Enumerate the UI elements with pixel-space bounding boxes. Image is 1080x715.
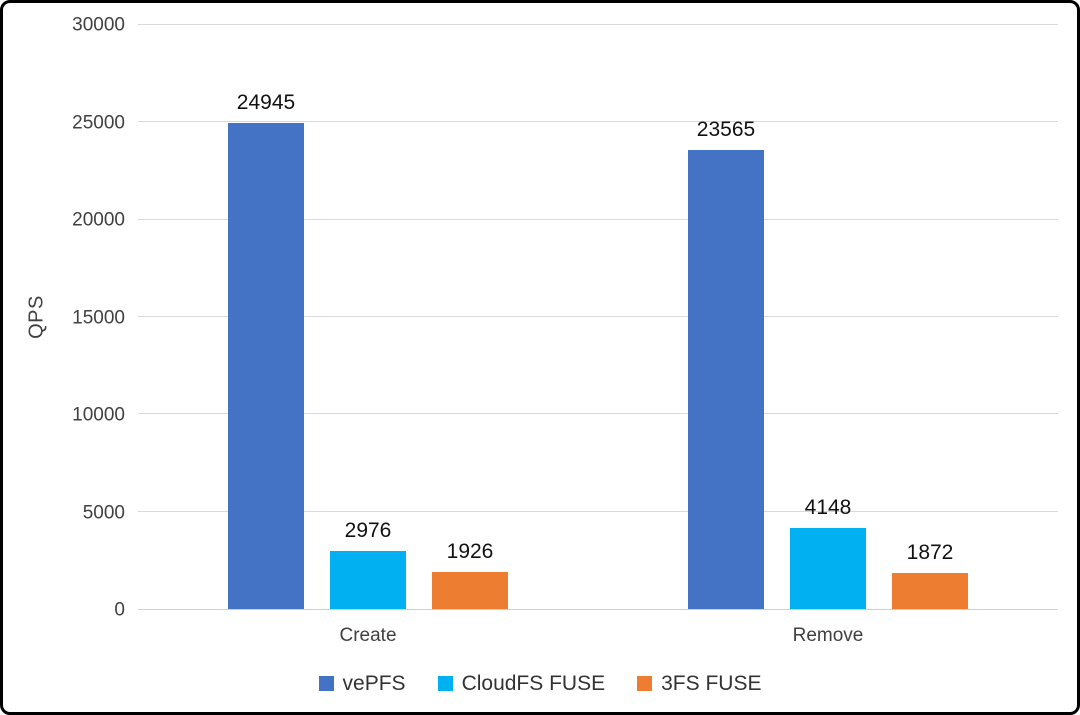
gridline bbox=[138, 413, 1058, 415]
legend-swatch-icon bbox=[437, 675, 453, 691]
bar-cloudfs-fuse-create: 2976 bbox=[330, 520, 406, 609]
y-tick-label: 15000 bbox=[72, 307, 125, 328]
legend-swatch-icon bbox=[318, 675, 334, 691]
plot-area: 24945 2976 1926 23565 4148 1872 bbox=[138, 24, 1058, 610]
bar-value-label: 1872 bbox=[906, 540, 954, 564]
gridline bbox=[138, 121, 1058, 123]
y-tick-label: 20000 bbox=[72, 209, 125, 231]
gridline bbox=[138, 510, 1058, 512]
legend: vePFS CloudFS FUSE 3FS FUSE bbox=[3, 665, 1077, 701]
bar-vepfs-create: 24945 bbox=[228, 92, 304, 609]
bar-3fs-fuse-remove: 1872 bbox=[892, 542, 968, 609]
bar-cloudfs-fuse-remove: 4148 bbox=[790, 497, 866, 609]
legend-label: 3FS FUSE bbox=[661, 671, 762, 695]
bar-vepfs-remove: 23565 bbox=[688, 119, 764, 609]
bar-group-create: 24945 2976 1926 bbox=[138, 25, 598, 609]
legend-item-vepfs: vePFS bbox=[318, 671, 406, 695]
bar-3fs-fuse-create: 1926 bbox=[432, 541, 508, 609]
gridline bbox=[138, 218, 1058, 220]
bar-value-label: 1926 bbox=[446, 539, 494, 563]
bar-value-label: 4148 bbox=[804, 496, 852, 520]
bar-value-label: 24945 bbox=[236, 91, 296, 115]
bar-value-label: 23565 bbox=[696, 118, 756, 142]
x-axis-label-remove: Remove bbox=[792, 625, 864, 646]
bar-group-remove: 23565 4148 1872 bbox=[598, 25, 1058, 609]
legend-item-cloudfs-fuse: CloudFS FUSE bbox=[437, 671, 606, 695]
y-tick-label: 0 bbox=[114, 599, 125, 621]
y-tick-label: 5000 bbox=[82, 502, 125, 523]
gridline bbox=[138, 316, 1058, 317]
gridline bbox=[138, 24, 1058, 25]
legend-swatch-icon bbox=[637, 675, 653, 691]
x-axis-labels: Create Remove bbox=[138, 625, 1058, 647]
legend-label: CloudFS FUSE bbox=[461, 671, 606, 695]
y-axis-ticks: 0 5000 10000 15000 20000 25000 30000 bbox=[3, 16, 129, 620]
bar-groups: 24945 2976 1926 23565 4148 1872 bbox=[138, 25, 1058, 609]
y-tick-label: 10000 bbox=[72, 404, 125, 426]
y-tick-label: 25000 bbox=[72, 112, 125, 133]
x-axis-label-create: Create bbox=[339, 625, 397, 646]
legend-label: vePFS bbox=[342, 671, 406, 695]
bar-value-label: 2976 bbox=[344, 519, 392, 543]
legend-item-3fs-fuse: 3FS FUSE bbox=[637, 673, 761, 694]
y-tick-label: 30000 bbox=[72, 14, 125, 36]
